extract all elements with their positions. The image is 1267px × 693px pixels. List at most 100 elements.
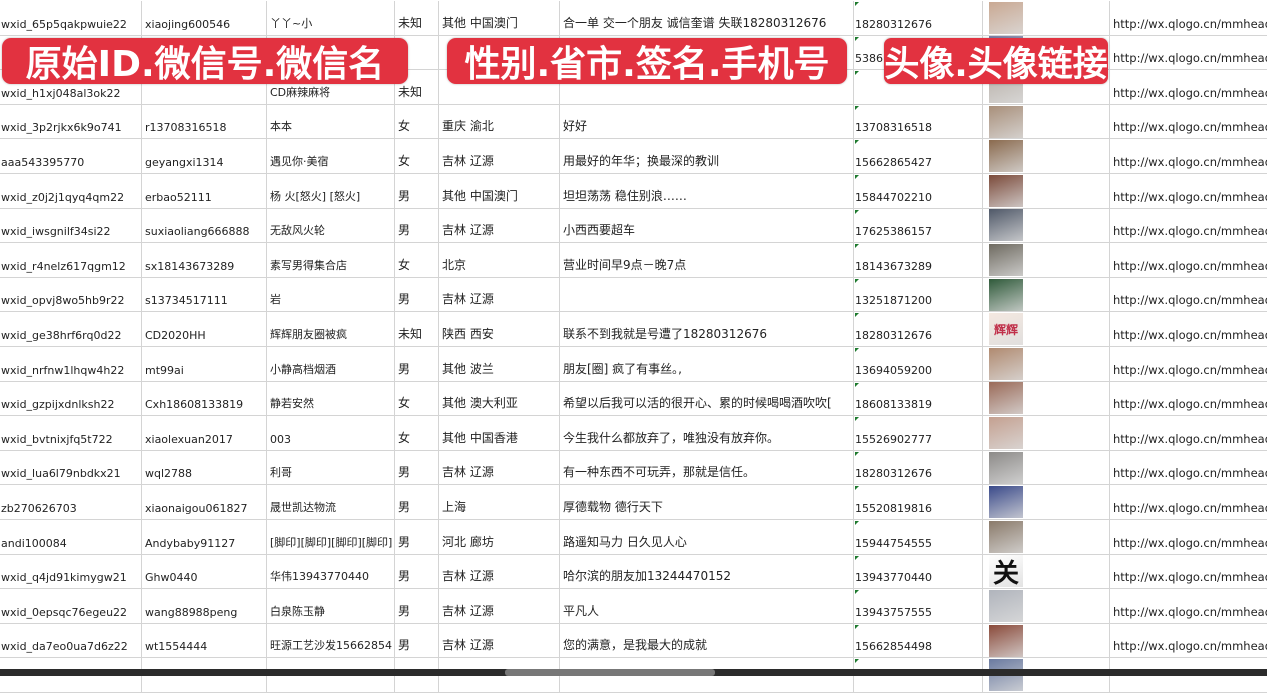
signature-cell[interactable]: 好好	[560, 104, 854, 139]
table-row[interactable]: wxid_lua6l79nbdkx21 wql2788 利哥 男 吉林 辽源 有一种东西不…	[0, 450, 1267, 486]
avatar-cell[interactable]	[983, 623, 1110, 658]
region-cell[interactable]: 吉林 辽源	[439, 277, 560, 312]
original-id-cell[interactable]: wxid_r4nelz617qgm12	[0, 243, 142, 277]
wechat-name-cell[interactable]: 本本	[267, 104, 395, 139]
phone-cell[interactable]: 18280312676	[854, 1, 983, 35]
signature-cell[interactable]: 哈尔滨的朋友加13244470152	[560, 554, 854, 589]
signature-cell[interactable]: 坦坦荡荡 稳住别浪……	[560, 174, 854, 208]
table-row[interactable]: wxid_opvj8wo5hb9r22 s13734517111 岩 男 吉林 辽源 13…	[0, 277, 1267, 313]
wechat-id-cell[interactable]: Andybaby91127	[142, 520, 267, 554]
wechat-id-cell[interactable]: Ghw0440	[142, 554, 267, 589]
signature-cell[interactable]: 厚德载物 德行天下	[560, 485, 854, 519]
table-row[interactable]: wxid_iwsgnilf34si22 suxiaoliang666888 无敌风火…	[0, 208, 1267, 244]
avatar-cell[interactable]: 关	[983, 554, 1110, 589]
gender-cell[interactable]: 未知	[395, 70, 439, 104]
wechat-name-cell[interactable]: 素写男得集合店	[267, 243, 395, 277]
original-id-cell[interactable]: wxid_lua6l79nbdkx21	[0, 450, 142, 485]
avatar-cell[interactable]	[983, 520, 1110, 554]
region-cell[interactable]: 吉林 辽源	[439, 208, 560, 243]
table-row[interactable]: wxid_ge38hrf6rq0d22 CD2020HH 辉辉朋友圈被疯 未知 陕西 西…	[0, 312, 1267, 347]
phone-cell[interactable]: 15526902777	[854, 416, 983, 450]
gender-cell[interactable]: 女	[395, 243, 439, 277]
phone-cell[interactable]: 15844702210	[854, 174, 983, 208]
original-id-cell[interactable]: wxid_q4jd91kimygw21	[0, 554, 142, 589]
wechat-name-cell[interactable]: 晟世凯达物流	[267, 485, 395, 519]
table-row[interactable]: wxid_3p2rjkx6k9o741 r13708316518 本本 女 重庆 渝北 好…	[0, 104, 1267, 140]
phone-cell[interactable]: 15520819816	[854, 485, 983, 519]
avatar-url-cell[interactable]: http://wx.qlogo.cn/mmhead	[1110, 209, 1267, 243]
gender-cell[interactable]: 男	[395, 589, 439, 623]
wechat-name-cell[interactable]: 小静高档烟酒	[267, 347, 395, 381]
original-id-cell[interactable]: wxid_h1xj048al3ok22	[0, 70, 142, 104]
wechat-id-cell[interactable]: CD2020HH	[142, 312, 267, 346]
signature-cell[interactable]: 有一种东西不可玩弄，那就是信任。	[560, 450, 854, 485]
wechat-id-cell[interactable]: erbao52111	[142, 174, 267, 208]
phone-cell[interactable]: 13943770440	[854, 554, 983, 589]
avatar-cell[interactable]	[983, 243, 1110, 277]
table-row[interactable]: wxid_nrfnw1lhqw4h22 mt99ai 小静高档烟酒 男 其他 波兰 朋友[…	[0, 347, 1267, 382]
avatar-url-cell[interactable]: http://wx.qlogo.cn/mmhead	[1110, 416, 1267, 450]
phone-cell[interactable]: 18280312676	[854, 312, 983, 346]
signature-cell[interactable]: 您的满意，是我最大的成就	[560, 623, 854, 658]
wechat-name-cell[interactable]: 遇见你·美宿	[267, 139, 395, 173]
avatar-url-cell[interactable]: http://wx.qlogo.cn/mmhead	[1110, 105, 1267, 139]
phone-cell[interactable]: 15662865427	[854, 139, 983, 173]
avatar-url-cell[interactable]: http://wx.qlogo.cn/mmhead	[1110, 139, 1267, 173]
gender-cell[interactable]: 女	[395, 381, 439, 416]
region-cell[interactable]: 吉林 辽源	[439, 623, 560, 658]
wechat-id-cell[interactable]: suxiaoliang666888	[142, 208, 267, 243]
avatar-url-cell[interactable]: http://wx.qlogo.cn/mmhead	[1110, 36, 1267, 70]
original-id-cell[interactable]: wxid_bvtnixjfq5t722	[0, 416, 142, 450]
phone-cell[interactable]: 13708316518	[854, 104, 983, 139]
original-id-cell[interactable]: wxid_opvj8wo5hb9r22	[0, 277, 142, 312]
wechat-id-cell[interactable]: wt1554444	[142, 623, 267, 658]
wechat-name-cell[interactable]: 华伟13943770440	[267, 554, 395, 589]
gender-cell[interactable]: 男	[395, 450, 439, 485]
wechat-id-cell[interactable]: Cxh18608133819	[142, 381, 267, 416]
wechat-name-cell[interactable]: 无敌风火轮	[267, 208, 395, 243]
avatar-cell[interactable]	[983, 381, 1110, 416]
wechat-id-cell[interactable]: wql2788	[142, 450, 267, 485]
original-id-cell[interactable]: wxid_ge38hrf6rq0d22	[0, 312, 142, 346]
signature-cell[interactable]: 平凡人	[560, 589, 854, 623]
phone-cell[interactable]: 18280312676	[854, 450, 983, 485]
region-cell[interactable]: 其他 中国澳门	[439, 174, 560, 208]
table-row[interactable]: zb270626703 xiaonaigou061827 晟世凯达物流 男 上海 厚德载物…	[0, 485, 1267, 520]
gender-cell[interactable]: 女	[395, 416, 439, 450]
wechat-name-cell[interactable]: 003	[267, 416, 395, 450]
wechat-id-cell[interactable]: sx18143673289	[142, 243, 267, 277]
original-id-cell[interactable]: zb270626703	[0, 485, 142, 519]
table-row[interactable]: wxid_z0j2j1qyq4qm22 erbao52111 杨 火[怒火] [怒火…	[0, 174, 1267, 209]
original-id-cell[interactable]: wxid_z0j2j1qyq4qm22	[0, 174, 142, 208]
gender-cell[interactable]: 未知	[395, 312, 439, 346]
gender-cell[interactable]: 男	[395, 347, 439, 381]
table-row[interactable]: wxid_da7eo0ua7d6z22 wt1554444 旺源工艺沙发156628…	[0, 623, 1267, 659]
signature-cell[interactable]: 希望以后我可以活的很开心、累的时候喝喝酒吹吹[	[560, 381, 854, 416]
avatar-url-cell[interactable]: http://wx.qlogo.cn/mmhead	[1110, 555, 1267, 589]
gender-cell[interactable]: 男	[395, 520, 439, 554]
phone-cell[interactable]: 18608133819	[854, 381, 983, 416]
avatar-url-cell[interactable]: http://wx.qlogo.cn/mmhead	[1110, 243, 1267, 277]
avatar-cell[interactable]	[983, 1, 1110, 35]
region-cell[interactable]: 其他 波兰	[439, 347, 560, 381]
signature-cell[interactable]	[560, 70, 854, 104]
avatar-cell[interactable]	[983, 104, 1110, 139]
original-id-cell[interactable]: wxid_da7eo0ua7d6z22	[0, 623, 142, 658]
region-cell[interactable]: 吉林 辽源	[439, 589, 560, 623]
original-id-cell[interactable]: wxid_3p2rjkx6k9o741	[0, 104, 142, 139]
table-row[interactable]: wxid_gzpijxdnlksh22 Cxh18608133819 静若安然 女 其他…	[0, 381, 1267, 417]
region-cell[interactable]: 陕西 西安	[439, 312, 560, 346]
original-id-cell[interactable]: wxid_gzpijxdnlksh22	[0, 381, 142, 416]
region-cell[interactable]	[439, 70, 560, 104]
region-cell[interactable]: 河北 廊坊	[439, 520, 560, 554]
gender-cell[interactable]: 未知	[395, 1, 439, 35]
phone-cell[interactable]: 13943757555	[854, 589, 983, 623]
avatar-cell[interactable]	[983, 347, 1110, 381]
wechat-name-cell[interactable]: 白泉陈玉静	[267, 589, 395, 623]
phone-cell[interactable]: 13251871200	[854, 277, 983, 312]
avatar-url-cell[interactable]: http://wx.qlogo.cn/mmhead	[1110, 312, 1267, 346]
avatar-cell[interactable]	[983, 277, 1110, 312]
gender-cell[interactable]: 男	[395, 623, 439, 658]
wechat-id-cell[interactable]: wang88988peng	[142, 589, 267, 623]
region-cell[interactable]: 其他 澳大利亚	[439, 381, 560, 416]
